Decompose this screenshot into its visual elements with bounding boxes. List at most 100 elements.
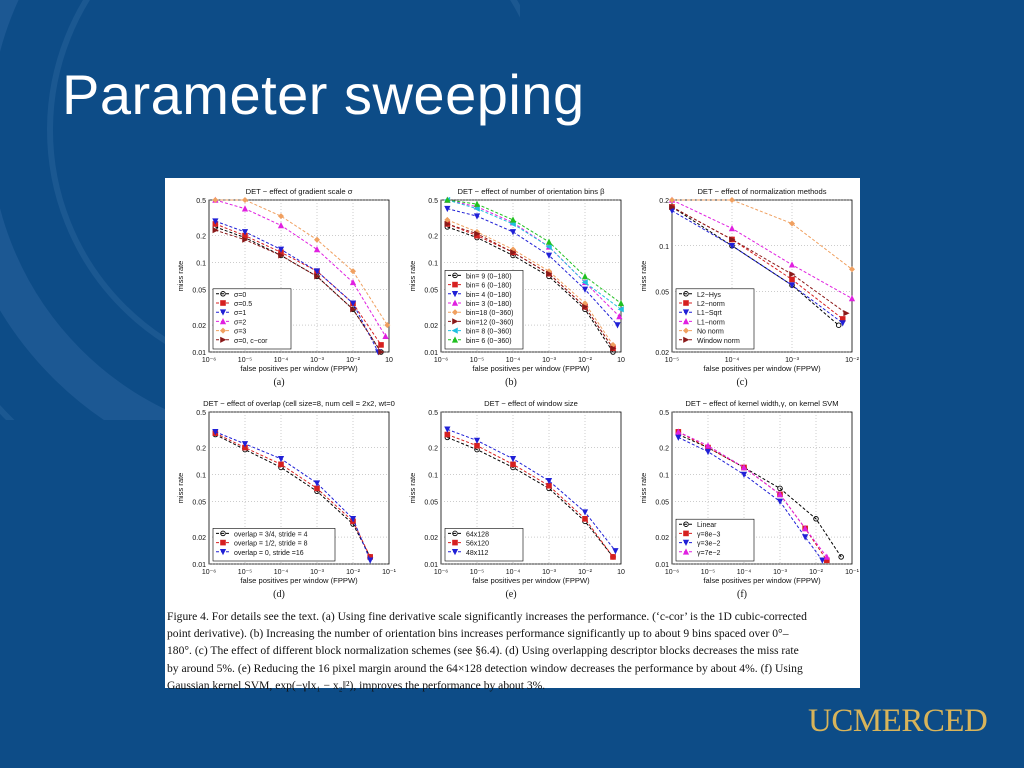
- series-line: [447, 226, 614, 353]
- y-tick-label: 0.5: [428, 198, 438, 205]
- x-tick-label: 10⁻⁵: [470, 357, 484, 364]
- y-tick-label: 0.2: [196, 234, 206, 241]
- data-point: [474, 230, 481, 237]
- data-point: [682, 327, 690, 334]
- data-point: [444, 431, 451, 438]
- y-tick-label: 0.05: [192, 499, 206, 506]
- x-tick-label: 10⁻⁵: [238, 357, 252, 364]
- y-tick-label: 0.1: [196, 473, 206, 480]
- legend-label: 64x128: [466, 531, 489, 538]
- y-tick-label: 0.02: [424, 535, 438, 542]
- uc-merced-logo: UCMERCED: [808, 703, 988, 739]
- series-line: [215, 220, 379, 353]
- data-point: [384, 322, 391, 329]
- figure-caption: Figure 4. For details see the text. (a) …: [165, 608, 857, 694]
- det-charts: 10⁻⁶ 10⁻⁵ 10⁻⁴ 10⁻³ 10⁻² 10 0.01 0.02 0.05 0.1 0.2…: [176, 187, 860, 600]
- data-point: [473, 200, 481, 207]
- legend-label: L2−Hys: [697, 292, 721, 299]
- data-point: [509, 229, 517, 236]
- y-tick-label: 0.05: [424, 499, 438, 506]
- data-point: [581, 509, 589, 516]
- data-point: [378, 348, 385, 356]
- data-point: [510, 461, 516, 468]
- data-point: [509, 220, 516, 228]
- data-point: [614, 322, 621, 329]
- legend-label: L1−Sqrt: [697, 310, 722, 317]
- legend-label: bin= 8 (0−360): [466, 329, 512, 336]
- data-point: [220, 530, 226, 537]
- data-point: [675, 428, 682, 435]
- series-line: [447, 199, 622, 304]
- legend-label: σ=0.5: [234, 301, 252, 308]
- x-tick-label: 10⁻⁵: [470, 569, 484, 576]
- caption-line: Figure 4. For details see the text. (a) …: [167, 610, 807, 623]
- x-tick-label: 10⁻²: [578, 357, 592, 364]
- data-point: [581, 279, 588, 286]
- data-point: [277, 221, 285, 229]
- data-point: [220, 336, 227, 343]
- x-tick-label: 10⁻²: [578, 569, 592, 576]
- x-tick-label: 10⁻⁶: [665, 569, 679, 576]
- data-point: [212, 227, 219, 234]
- y-tick-label: 0.5: [428, 410, 438, 417]
- slide-title: Parameter sweeping: [62, 63, 585, 126]
- data-point: [451, 309, 459, 316]
- x-tick-label: 10⁻³: [773, 569, 787, 576]
- data-point: [823, 553, 830, 560]
- data-point: [776, 498, 784, 505]
- legend-label: 48x112: [466, 550, 489, 557]
- legend-label: σ=3: [234, 329, 246, 336]
- legend-label: Window norm: [697, 338, 740, 345]
- x-tick-label: 10⁻⁶: [434, 357, 448, 364]
- data-point: [277, 213, 285, 220]
- data-point: [835, 322, 842, 328]
- y-tick-label: 0.2: [659, 198, 669, 205]
- figure-panel: 10⁻⁶ 10⁻⁵ 10⁻⁴ 10⁻³ 10⁻² 10 0.01 0.02 0.05 0.1 0.2…: [165, 178, 860, 692]
- legend-label: bin= 6 (0−180): [466, 283, 512, 290]
- data-point: [444, 216, 451, 223]
- data-point: [241, 196, 249, 204]
- data-point: [509, 455, 517, 463]
- data-point: [617, 306, 624, 313]
- caption-line: by around 5%. (e) Reducing the 16 pixel …: [167, 661, 803, 675]
- data-point: [683, 300, 689, 306]
- data-point: [313, 268, 321, 275]
- data-point: [616, 312, 623, 320]
- series-line: [671, 206, 844, 320]
- x-axis-label: false positives per window (FPPW): [703, 576, 821, 585]
- x-tick-label: 10⁻⁴: [725, 357, 740, 364]
- x-axis-label: false positives per window (FPPW): [472, 364, 590, 373]
- data-point: [452, 318, 459, 325]
- legend-label: bin= 3 (0−180): [466, 301, 512, 308]
- data-point: [314, 485, 320, 492]
- legend-label: overlap = 1/2, stride = 8: [234, 541, 308, 548]
- y-tick-label: 0.02: [424, 323, 438, 330]
- legend-label: σ=0, c−cor: [234, 338, 268, 345]
- data-point: [349, 268, 357, 275]
- x-axis-label: false positives per window (FPPW): [703, 364, 821, 373]
- panel-label: (e): [505, 589, 516, 600]
- data-point: [382, 332, 389, 340]
- data-point: [802, 524, 809, 532]
- x-tick-label: 10⁻³: [542, 569, 556, 576]
- data-point: [617, 299, 625, 307]
- data-point: [838, 554, 844, 560]
- data-point: [444, 196, 451, 203]
- data-point: [740, 464, 748, 471]
- data-point: [839, 320, 846, 327]
- data-point: [241, 441, 249, 448]
- data-point: [683, 291, 689, 297]
- x-tick-label: 10⁻³: [310, 357, 324, 364]
- legend-box: [675, 518, 755, 562]
- data-point: [473, 437, 481, 444]
- y-tick-label: 0.05: [655, 290, 669, 297]
- x-tick-label: 10: [617, 357, 625, 364]
- legend-label: No norm: [697, 329, 724, 336]
- series-line: [215, 432, 371, 558]
- data-point: [682, 539, 690, 547]
- data-point: [683, 530, 689, 537]
- data-point: [452, 539, 458, 546]
- y-tick-label: 0.02: [192, 323, 206, 330]
- x-tick-label: 10⁻⁵: [665, 357, 679, 364]
- data-point: [451, 549, 459, 556]
